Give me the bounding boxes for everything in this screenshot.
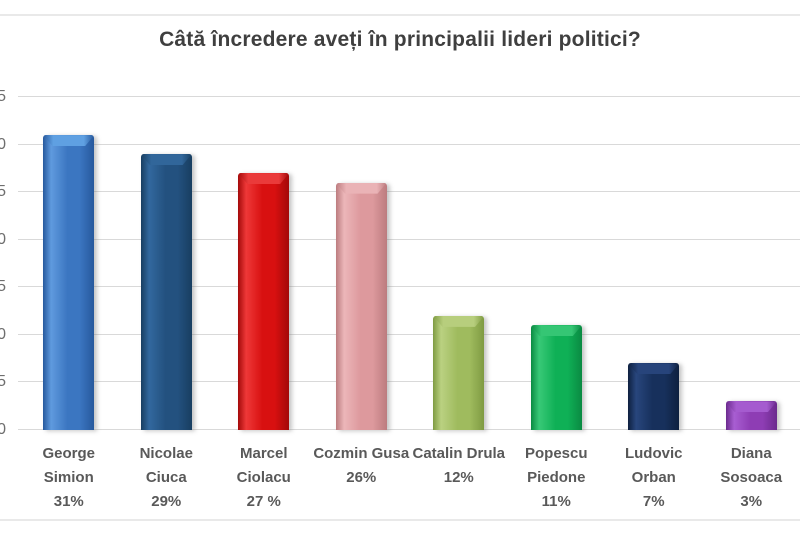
bar-top-bevel [433,315,485,327]
category-name: Diana Sosoaca [720,445,783,486]
y-axis-tick-label: 10 [0,325,6,343]
bar-top-bevel [628,363,680,375]
bars-row [20,97,800,430]
bar-popescu-piedone [530,325,582,430]
category-name: Cozmin Gusa [313,445,410,462]
y-axis-tick-label: 15 [0,278,6,296]
gridline [18,96,800,97]
category-name: Catalin Drula [412,445,506,462]
category-value: 11% [541,493,571,510]
bar-nicolae-ciuca [140,154,192,430]
bar-cell [703,97,800,430]
gridline [18,286,800,288]
bar-top-bevel [43,135,95,147]
gridline [18,191,800,193]
chart-title: Câtă încredere aveți în principalii lide… [159,28,641,51]
category-value: 12% [443,469,474,486]
category-name: Marcel Ciolacu [236,445,291,486]
y-axis-tick-label: 5 [0,373,6,391]
y-axis-tick-label: 25 [0,183,6,201]
bar-top-bevel [335,182,387,194]
category-name: Ludovic Orban [624,445,683,486]
category-name: George Simion [42,445,95,486]
bar-diana-sosoaca [725,401,777,430]
category-labels: George Simion 31% Nicolae Ciuca 29% Marcel C… [20,442,800,514]
category-value: 31% [53,493,84,510]
category-label-cell: Ludovic Orban 7% [605,442,703,514]
category-value: 7% [642,493,665,510]
bar-cell [118,97,216,430]
bar-cell [20,97,118,430]
category-value: 26% [346,469,377,486]
bar-cell [410,97,508,430]
category-label-cell: Nicolae Ciuca 29% [118,442,216,514]
category-label-cell: Catalin Drula 12% [410,442,508,514]
category-name: Nicolae Ciuca [139,445,193,486]
category-label-cell: George Simion 31% [20,442,118,514]
gridline [18,333,800,335]
bar-cell [215,97,313,430]
bar-cozmin-gusa [335,182,387,430]
gridline [18,143,800,145]
bar-cell [508,97,606,430]
bar-catalin-drula [433,315,485,430]
category-value: 27 % [246,493,281,510]
gridline [18,238,800,240]
bar-top-bevel [238,173,290,185]
bar-ludovic-orban [628,363,680,430]
category-value: 3% [740,493,763,510]
y-axis-tick-label: 20 [0,230,6,248]
bar-marcel-ciolacu [238,173,290,430]
bottom-divider [0,519,800,521]
category-label-cell: Cozmin Gusa 26% [313,442,411,514]
bar-top-bevel [140,154,192,166]
category-label-cell: Diana Sosoaca 3% [703,442,800,514]
bar-george-simion [43,135,95,430]
bar-cell [605,97,703,430]
bar-top-bevel [725,401,777,413]
category-name: Popescu Piedone [524,445,588,486]
top-divider [0,14,800,16]
category-label-cell: Popescu Piedone 11% [508,442,606,514]
category-label-cell: Marcel Ciolacu 27 % [215,442,313,514]
y-axis-tick-label: 30 [0,135,6,153]
bar-cell [313,97,411,430]
category-value: 29% [151,493,182,510]
bar-top-bevel [530,325,582,337]
gridlines-layer: 0 5 10 15 20 25 30 35 [0,89,800,438]
plot-area: 0 5 10 15 20 25 30 35 [0,89,800,438]
gridline [18,429,800,430]
y-axis-tick-label: 0 [0,421,6,438]
gridline [18,381,800,383]
y-axis-tick-label: 35 [0,88,6,105]
